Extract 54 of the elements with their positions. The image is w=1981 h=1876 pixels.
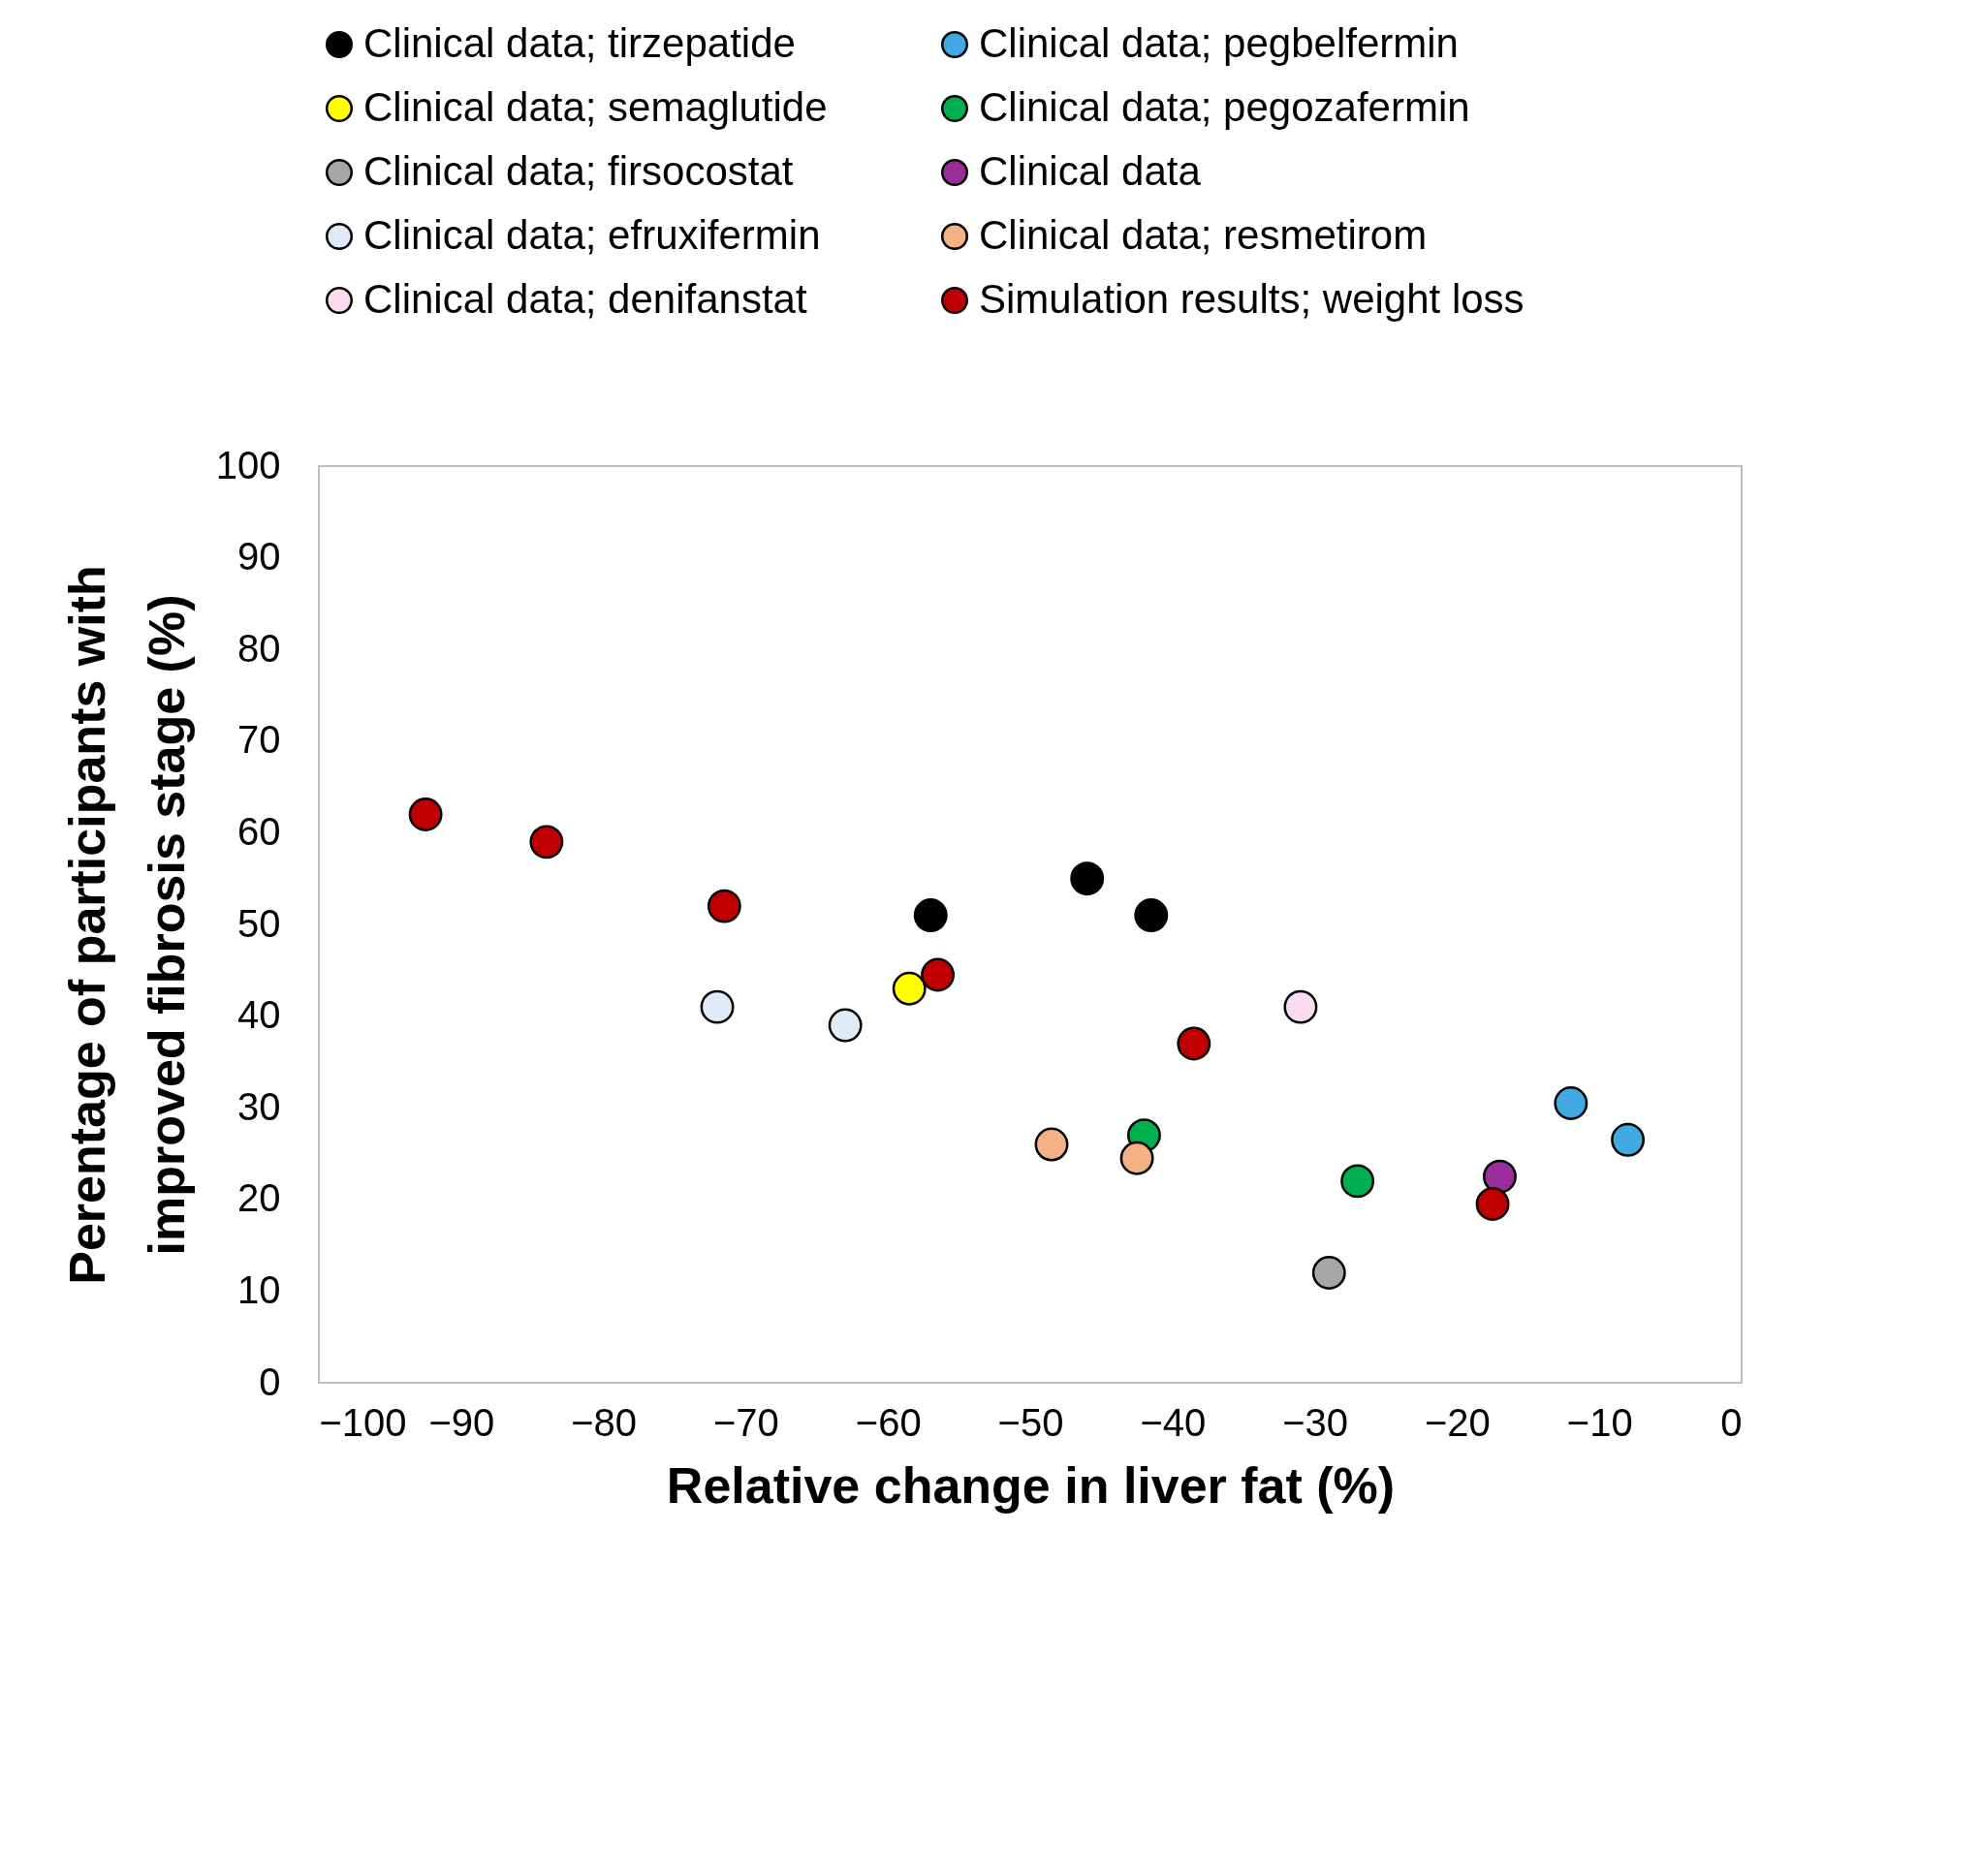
y-axis-title: Perentage of participants with improved fibrosis stage (%)	[58, 565, 195, 1285]
point	[1070, 861, 1105, 896]
point	[828, 1008, 863, 1043]
x-tick-label: −60	[855, 1400, 922, 1444]
y-tick-label: 90	[237, 535, 281, 578]
x-tick-label: −50	[997, 1400, 1064, 1444]
point	[1119, 1141, 1154, 1175]
y-tick-label: 60	[237, 809, 281, 853]
legend-label: Clinical data; semaglutide	[363, 84, 828, 130]
point	[1475, 1187, 1510, 1221]
legend-label: Clinical data; tirzepatide	[363, 20, 796, 66]
point	[1177, 1026, 1211, 1061]
point	[1611, 1122, 1646, 1157]
x-tick-label: −90	[428, 1400, 495, 1444]
point	[1311, 1256, 1346, 1290]
point	[700, 989, 735, 1024]
y-tick-label: 70	[237, 718, 281, 762]
x-tick-label: −20	[1424, 1400, 1491, 1444]
x-tick-label: −70	[712, 1400, 779, 1444]
legend-label: Simulation results; weight loss	[979, 276, 1525, 322]
y-tick-label: 40	[237, 993, 281, 1037]
x-tick-label: −80	[571, 1400, 638, 1444]
legend-label: Clinical data; resmetirom	[979, 212, 1428, 258]
x-tick-label: −40	[1140, 1400, 1207, 1444]
point	[921, 957, 956, 992]
point	[707, 889, 741, 923]
point	[1340, 1164, 1375, 1199]
point	[913, 898, 948, 932]
y-tick-label: 20	[237, 1176, 281, 1220]
y-tick-label: 80	[237, 626, 281, 670]
y-tick-label: 50	[237, 901, 281, 945]
point	[1554, 1086, 1588, 1120]
y-tick-label: 100	[215, 443, 281, 486]
point	[892, 971, 927, 1006]
point	[1283, 989, 1318, 1024]
legend-label: Clinical data; firsocostat	[363, 148, 794, 194]
y-tick-label: 0	[259, 1360, 281, 1403]
legend-label: Clinical data; pegozafermin	[979, 84, 1470, 130]
legend-label: Clinical data	[979, 148, 1202, 194]
y-tick-label: 30	[237, 1084, 281, 1128]
point	[1034, 1127, 1069, 1162]
x-tick-label: −100	[319, 1400, 407, 1444]
legend-label: Clinical data; pegbelfermin	[979, 20, 1459, 66]
point	[1482, 1159, 1517, 1194]
point	[1134, 898, 1169, 932]
legend-label: Clinical data; denifanstat	[363, 276, 807, 322]
y-tick-label: 10	[237, 1267, 281, 1311]
point	[529, 825, 564, 860]
x-tick-label: −30	[1282, 1400, 1349, 1444]
x-tick-label: 0	[1720, 1400, 1743, 1444]
x-axis-title: Relative change in liver fat (%)	[666, 1456, 1396, 1514]
x-tick-label: −10	[1566, 1400, 1633, 1444]
point	[408, 797, 443, 831]
legend-label: Clinical data; efruxifermin	[363, 212, 821, 258]
